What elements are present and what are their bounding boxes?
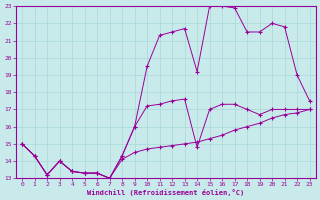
X-axis label: Windchill (Refroidissement éolien,°C): Windchill (Refroidissement éolien,°C) bbox=[87, 189, 244, 196]
